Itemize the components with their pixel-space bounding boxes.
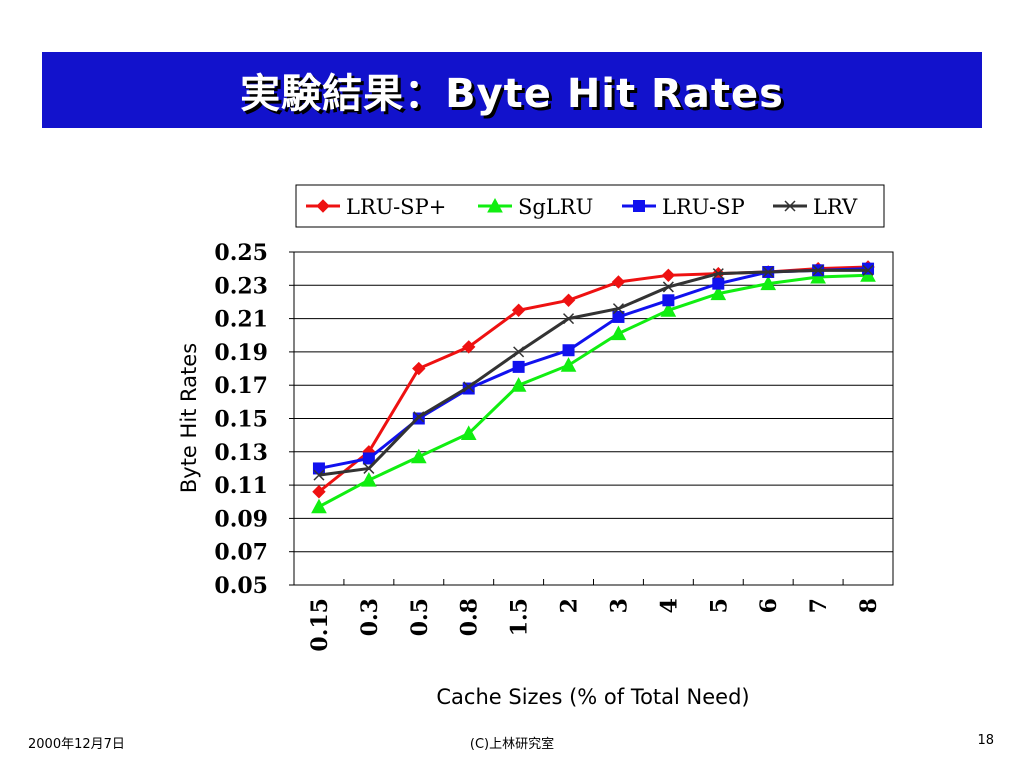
footer-date: 2000年12月7日 [28,737,125,752]
footer-lab: (C)上林研究室 [469,737,555,752]
data-point [810,268,826,284]
data-point [410,448,427,464]
legend-marker [316,199,330,213]
data-point [762,266,774,278]
line-chart: 0.25 0.23 0.21 0.19 0.17 0.15 0.13 0.11 0.09 0.07… [177,184,894,709]
x-tick-label: 6 [756,598,782,613]
data-point [362,452,375,465]
data-point [313,469,325,481]
y-tick-label: 0.11 [214,473,268,499]
data-point [660,302,677,317]
y-tick-label: 0.19 [214,340,268,366]
x-tick-label: 1.5 [507,598,533,636]
data-point [412,361,426,376]
y-tick-label: 0.23 [214,273,268,299]
data-point [413,411,425,423]
data-point [612,303,624,315]
data-point [562,344,575,357]
title-bar: 実験結果：Byte Hit Rates [42,52,982,128]
y-tick-label: 0.05 [214,573,268,599]
data-point [610,325,627,341]
footer-page-number: 18 [977,733,994,748]
x-tick-label: 0.3 [357,598,383,636]
x-axis-label: Cache Sizes (% of Total Need) [436,685,749,709]
data-point [760,275,777,291]
slide-title: 実験結果：Byte Hit Rates [240,71,784,117]
data-point [311,498,327,514]
y-tick-label: 0.21 [214,307,268,333]
data-point [812,264,824,276]
y-tick-label: 0.17 [214,373,268,399]
data-point [710,285,727,301]
y-tick-label: 0.25 [214,240,268,266]
data-point [612,310,625,323]
data-point [462,340,476,354]
series-line [318,273,869,509]
legend-label: LRU-SP [662,195,745,219]
data-point [463,381,475,393]
data-point [712,268,724,280]
data-point [511,303,526,317]
y-tick-label: 0.13 [214,440,268,466]
y-tick-label: 0.15 [214,407,268,433]
legend-label: SgLRU [518,195,593,219]
legend-marker [487,197,503,213]
x-tick-label: 7 [806,598,832,613]
data-point [611,275,626,289]
data-point [862,262,875,275]
x-tick-label: 3 [606,598,632,613]
series-line [318,268,869,477]
x-tick-label: 4 [656,598,682,613]
x-tick-label: 2 [557,598,583,613]
data-point [361,472,377,487]
data-point [560,357,577,372]
x-tick-label: 0.8 [457,598,483,636]
data-point [862,264,874,276]
legend-marker [784,200,796,212]
data-point [460,425,477,440]
y-axis-label: Byte Hit Rates [177,343,201,493]
data-point [363,462,375,474]
x-tick-label: 5 [706,598,732,613]
data-point [662,281,674,293]
data-point [312,485,326,499]
legend-label: LRV [813,195,858,219]
data-point [661,268,676,283]
y-tick-label: 0.09 [214,506,268,532]
data-point [563,313,575,325]
data-point [561,293,576,307]
legend-label: LRU-SP+ [346,195,446,219]
x-tick-label: 0.5 [407,598,433,636]
legend-marker [633,200,645,212]
data-point [512,360,525,373]
x-tick-label: 8 [856,598,882,613]
data-point [510,377,527,392]
data-point [712,277,725,290]
y-tick-label: 0.07 [214,540,268,566]
x-tick-label: 0.15 [307,598,333,652]
data-point [513,346,525,358]
data-point [662,294,675,307]
